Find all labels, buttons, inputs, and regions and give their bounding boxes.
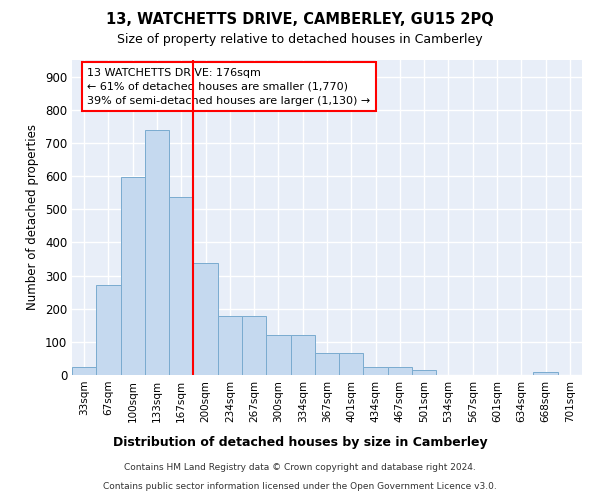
Bar (364, 366, 388, 375)
Bar (315, 353, 339, 375)
Text: 13, WATCHETTS DRIVE, CAMBERLEY, GU15 2PQ: 13, WATCHETTS DRIVE, CAMBERLEY, GU15 2PQ (106, 12, 494, 28)
Text: Size of property relative to detached houses in Camberley: Size of property relative to detached ho… (117, 32, 483, 46)
Bar (266, 335, 290, 375)
Text: Contains public sector information licensed under the Open Government Licence v3: Contains public sector information licen… (103, 482, 497, 491)
Text: Distribution of detached houses by size in Camberley: Distribution of detached houses by size … (113, 436, 487, 449)
Bar (145, 130, 169, 375)
Text: Contains HM Land Registry data © Crown copyright and database right 2024.: Contains HM Land Registry data © Crown c… (124, 464, 476, 472)
Bar (290, 335, 315, 375)
Bar (412, 370, 436, 375)
Bar (242, 316, 266, 375)
Y-axis label: Number of detached properties: Number of detached properties (26, 124, 40, 310)
Bar (388, 366, 412, 375)
Bar (533, 372, 558, 375)
Bar (339, 353, 364, 375)
Bar (169, 197, 193, 375)
Bar (218, 316, 242, 375)
Text: 13 WATCHETTS DRIVE: 176sqm
← 61% of detached houses are smaller (1,770)
39% of s: 13 WATCHETTS DRIVE: 176sqm ← 61% of deta… (88, 68, 371, 106)
Bar (121, 177, 145, 375)
Bar (193, 264, 218, 375)
Bar (72, 366, 96, 375)
Bar (96, 286, 121, 375)
